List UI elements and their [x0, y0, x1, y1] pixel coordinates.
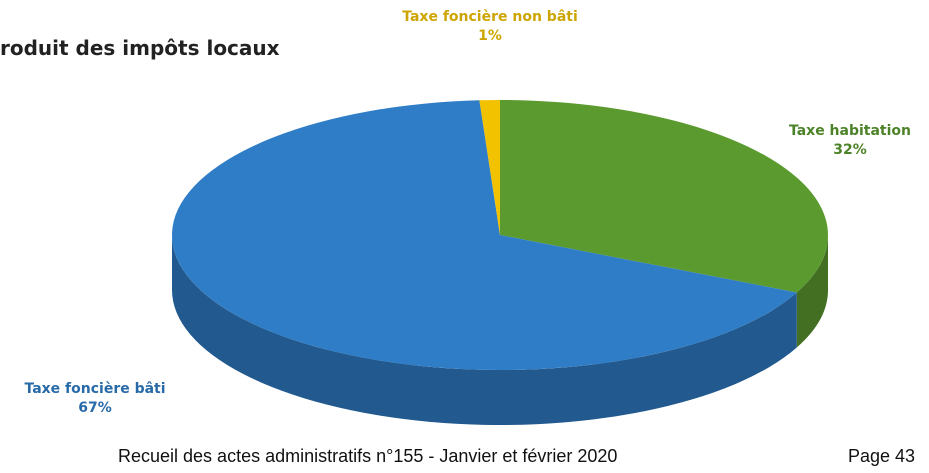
category-label: Taxe foncière bâti — [24, 381, 166, 397]
pie-slice-side — [796, 235, 829, 348]
pie-slice — [479, 100, 500, 235]
slice-label: Taxe foncière non bâti 1% — [400, 8, 580, 46]
pie-slice-side — [172, 235, 797, 425]
category-label: Taxe foncière non bâti — [402, 9, 578, 25]
category-label: Taxe habitation — [788, 123, 912, 139]
value-label: 1% — [478, 28, 502, 44]
chart-title: roduit des impôts locaux — [0, 36, 280, 60]
value-label: 67% — [78, 400, 112, 416]
slice-label: Taxe foncière bâti 67% — [20, 380, 170, 418]
slice-label: Taxe habitation 32% — [775, 122, 925, 160]
value-label: 32% — [833, 142, 867, 158]
footer-text: Recueil des actes administratifs n°155 -… — [118, 446, 618, 466]
pie-slice — [500, 100, 828, 293]
page-number: Page 43 — [848, 446, 916, 466]
pie-slice — [171, 100, 797, 370]
